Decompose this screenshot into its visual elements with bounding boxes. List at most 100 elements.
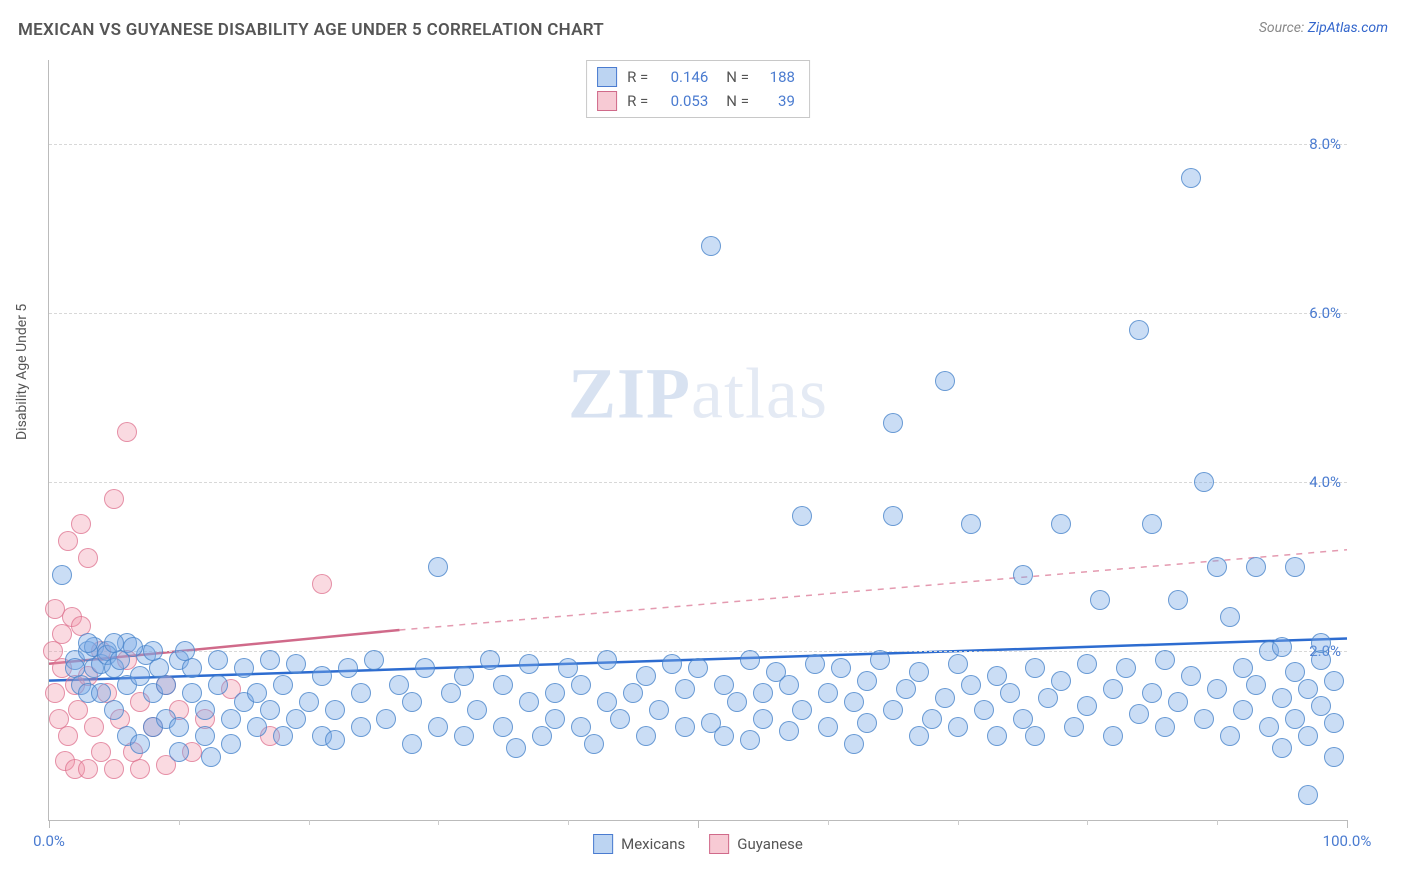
source-link[interactable]: ZipAtlas.com [1308,20,1388,36]
scatter-point-blue [987,666,1007,686]
scatter-point-blue [1324,671,1344,691]
scatter-point-blue [727,692,747,712]
legend-label: Guyanese [737,835,803,853]
scatter-point-blue [1155,650,1175,670]
scatter-point-blue [130,734,150,754]
legend-item-blue: Mexicans [593,834,685,854]
scatter-point-blue [961,675,981,695]
scatter-point-blue [1298,679,1318,699]
scatter-point-blue [195,700,215,720]
stats-n-label: N = [726,92,749,110]
scatter-point-blue [883,506,903,526]
scatter-point-blue [480,650,500,670]
plot-area: ZIPatlas R =0.146N =188R =0.053N =39 Mex… [48,60,1347,821]
scatter-point-blue [688,658,708,678]
scatter-point-blue [454,726,474,746]
scatter-point-blue [857,671,877,691]
scatter-point-blue [1272,738,1292,758]
scatter-point-blue [1207,557,1227,577]
scatter-point-blue [1129,704,1149,724]
stats-swatch-blue [597,67,617,87]
scatter-point-blue [1077,696,1097,716]
scatter-point-blue [935,688,955,708]
gridline-h [49,651,1347,652]
scatter-point-blue [532,726,552,746]
scatter-point-pink [68,700,88,720]
scatter-point-blue [325,700,345,720]
scatter-point-blue [584,734,604,754]
watermark: ZIPatlas [568,353,828,436]
scatter-point-blue [519,654,539,674]
scatter-point-blue [376,709,396,729]
source-attribution: Source: ZipAtlas.com [1259,20,1388,36]
scatter-point-blue [1259,717,1279,737]
scatter-point-blue [935,371,955,391]
scatter-point-blue [870,650,890,670]
scatter-point-blue [441,683,461,703]
scatter-point-blue [1051,671,1071,691]
stats-r-label: R = [627,92,648,110]
scatter-point-blue [610,709,630,729]
x-minor-tick [568,820,569,825]
scatter-point-blue [675,679,695,699]
scatter-point-blue [961,514,981,534]
stats-row: R =0.146N =188 [597,65,795,89]
scatter-point-blue [325,730,345,750]
scatter-point-blue [948,654,968,674]
scatter-point-blue [130,666,150,686]
scatter-point-blue [351,683,371,703]
scatter-point-blue [636,726,656,746]
scatter-point-pink [58,531,78,551]
scatter-point-blue [740,650,760,670]
scatter-point-blue [831,658,851,678]
scatter-point-blue [1311,633,1331,653]
scatter-point-blue [909,662,929,682]
x-major-tick [49,820,50,828]
stats-n-value: 188 [759,68,795,86]
scatter-point-blue [247,683,267,703]
scatter-point-blue [896,679,916,699]
scatter-point-blue [506,738,526,758]
scatter-point-blue [1298,785,1318,805]
x-minor-tick [309,820,310,825]
scatter-point-blue [338,658,358,678]
x-minor-tick [1087,820,1088,825]
stats-swatch-pink [597,91,617,111]
scatter-point-blue [1246,675,1266,695]
legend-item-pink: Guyanese [709,834,803,854]
scatter-point-blue [818,683,838,703]
scatter-point-blue [78,633,98,653]
scatter-point-pink [104,489,124,509]
stats-legend-box: R =0.146N =188R =0.053N =39 [586,60,810,118]
gridline-h [49,482,1347,483]
scatter-point-pink [117,422,137,442]
scatter-point-blue [1233,658,1253,678]
scatter-point-blue [1051,514,1071,534]
scatter-point-pink [91,742,111,762]
scatter-point-blue [1116,658,1136,678]
stats-r-label: R = [627,68,648,86]
scatter-point-blue [545,683,565,703]
scatter-point-blue [169,742,189,762]
scatter-point-blue [1142,683,1162,703]
scatter-point-blue [974,700,994,720]
scatter-point-blue [1207,679,1227,699]
scatter-point-blue [402,692,422,712]
scatter-point-blue [312,666,332,686]
scatter-point-blue [571,717,591,737]
scatter-point-pink [312,574,332,594]
scatter-point-blue [545,709,565,729]
scatter-point-blue [844,734,864,754]
scatter-point-blue [1272,637,1292,657]
scatter-point-pink [78,759,98,779]
source-label: Source: [1259,20,1304,36]
scatter-point-blue [1324,747,1344,767]
legend-label: Mexicans [621,835,685,853]
scatter-point-blue [909,726,929,746]
scatter-point-blue [623,683,643,703]
scatter-point-pink [78,548,98,568]
scatter-point-blue [493,717,513,737]
scatter-point-blue [701,236,721,256]
scatter-point-blue [286,654,306,674]
scatter-point-blue [844,692,864,712]
